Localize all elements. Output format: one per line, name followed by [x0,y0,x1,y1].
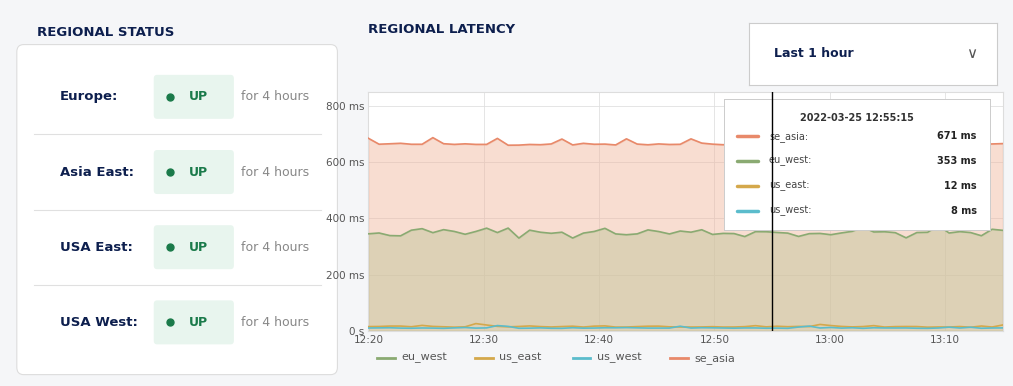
Text: Europe:: Europe: [60,90,119,103]
Text: UP: UP [188,166,208,178]
Text: for 4 hours: for 4 hours [240,166,309,178]
FancyBboxPatch shape [154,300,234,344]
Text: UP: UP [188,90,208,103]
Text: REGIONAL LATENCY: REGIONAL LATENCY [369,22,516,36]
Text: for 4 hours: for 4 hours [240,90,309,103]
Text: USA East:: USA East: [60,241,133,254]
Text: for 4 hours: for 4 hours [240,241,309,254]
Text: USA West:: USA West: [60,316,138,329]
FancyBboxPatch shape [154,75,234,119]
FancyBboxPatch shape [154,225,234,269]
Text: Asia East:: Asia East: [60,166,135,178]
FancyBboxPatch shape [154,150,234,194]
Text: UP: UP [188,241,208,254]
Text: UP: UP [188,316,208,329]
FancyBboxPatch shape [17,44,337,374]
Text: REGIONAL STATUS: REGIONAL STATUS [36,26,174,39]
Text: for 4 hours: for 4 hours [240,316,309,329]
